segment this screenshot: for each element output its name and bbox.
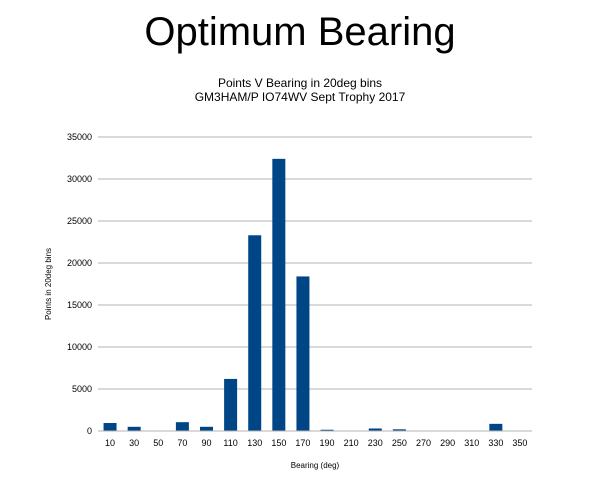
bar [200, 426, 213, 431]
x-tick-label: 50 [153, 438, 163, 448]
bars [103, 158, 503, 431]
x-tick-label: 350 [512, 438, 527, 448]
y-tick-label: 25000 [67, 216, 92, 226]
x-tick-label: 250 [392, 438, 407, 448]
page-title: Optimum Bearing [144, 10, 456, 54]
bar [368, 428, 382, 431]
bar [248, 235, 262, 431]
chart-subtitle: GM3HAM/P IO74WV Sept Trophy 2017 [194, 90, 406, 104]
y-tick-label: 30000 [67, 174, 92, 184]
x-tick-label: 90 [201, 438, 211, 448]
bar [296, 276, 310, 431]
bar [175, 422, 189, 431]
x-tick-label: 330 [488, 438, 503, 448]
x-tick-label: 310 [464, 438, 479, 448]
chart-title: Points V Bearing in 20deg bins [217, 76, 383, 90]
x-tick-label: 270 [416, 438, 431, 448]
bar [103, 423, 117, 431]
bar [489, 423, 503, 431]
bar [272, 158, 286, 431]
x-tick-label: 290 [440, 438, 455, 448]
x-tick-labels: 10 30 50 70 90 110 130 150 170 190 210 230 250 270 290… [105, 438, 527, 448]
y-tick-label: 35000 [67, 132, 92, 142]
bar [320, 429, 334, 431]
y-tick-label: 20000 [67, 258, 92, 268]
bar [224, 378, 238, 431]
grid-lines [98, 136, 532, 390]
x-tick-label: 30 [129, 438, 139, 448]
x-tick-label: 70 [177, 438, 187, 448]
y-tick-label: 15000 [67, 300, 92, 310]
x-tick-label: 230 [368, 438, 383, 448]
y-tick-labels: 0 5000 10000 15000 20000 25000 30000 35000 [67, 132, 92, 436]
x-tick-label: 110 [223, 438, 237, 448]
y-tick-label: 10000 [67, 342, 92, 352]
y-axis-title: Points in 20deg bins [44, 248, 53, 320]
x-tick-label: 210 [344, 438, 359, 448]
bar [392, 429, 406, 431]
x-tick-label: 130 [247, 438, 262, 448]
x-tick-label: 150 [271, 438, 286, 448]
x-tick-label: 10 [105, 438, 115, 448]
x-axis-title: Bearing (deg) [291, 461, 340, 470]
y-tick-label: 5000 [72, 384, 92, 394]
x-tick-label: 170 [295, 438, 310, 448]
y-tick-label: 0 [87, 426, 92, 436]
x-tick-label: 190 [320, 438, 335, 448]
bar [127, 426, 141, 431]
